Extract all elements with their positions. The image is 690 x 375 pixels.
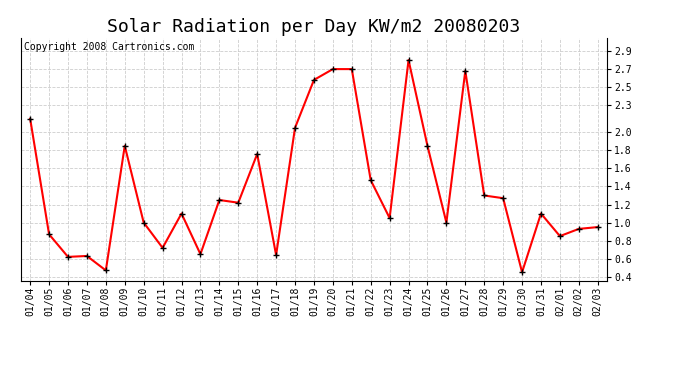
Title: Solar Radiation per Day KW/m2 20080203: Solar Radiation per Day KW/m2 20080203 — [108, 18, 520, 36]
Text: Copyright 2008 Cartronics.com: Copyright 2008 Cartronics.com — [23, 42, 194, 52]
